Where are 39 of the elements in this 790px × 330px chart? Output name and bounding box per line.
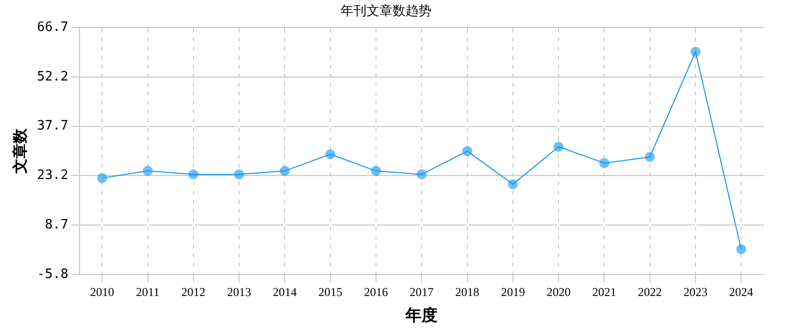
point (280, 166, 290, 176)
x-tick-label: 2012 (181, 284, 206, 299)
y-tick-label: -5.8 (36, 266, 68, 282)
point (97, 173, 108, 184)
x-tick-label: 2024 (729, 284, 754, 299)
x-tick-label: 2018 (455, 284, 480, 299)
point (234, 169, 244, 180)
x-tick-label: 2020 (546, 284, 571, 299)
x-tick-label: 2014 (272, 284, 297, 299)
point (508, 179, 518, 190)
point (462, 146, 472, 156)
point (554, 142, 564, 152)
y-tick-label: 37.7 (36, 118, 68, 134)
x-tick-label: 2016 (364, 284, 388, 299)
point (736, 244, 746, 254)
x-tick-label: 2022 (638, 284, 662, 299)
x-tick-label: 2017 (410, 284, 434, 299)
x-tick-label: 2021 (592, 284, 616, 299)
point (599, 158, 610, 168)
point (142, 166, 153, 176)
point (325, 149, 336, 160)
point (690, 46, 701, 57)
x-tick-label: 2023 (684, 284, 708, 299)
chart-title: 年刊文章数趋势 (340, 3, 432, 18)
x-tick-label: 2015 (318, 284, 342, 299)
point (644, 152, 655, 162)
point (416, 169, 427, 180)
x-tick-label: 2019 (500, 284, 525, 299)
y-axis-title: 文章数 (10, 128, 29, 174)
x-tick-label: 2011 (136, 284, 160, 299)
y-tick-label: 23.2 (36, 168, 68, 184)
y-tick-label: 8.7 (44, 217, 68, 232)
x-tick-label: 2010 (90, 284, 114, 299)
y-tick-label: 52.2 (36, 69, 68, 84)
point (371, 166, 382, 176)
x-tick-label: 2013 (227, 284, 252, 299)
x-axis-title: 年度 (404, 306, 438, 325)
y-tick-label: 66.7 (36, 20, 68, 35)
point (188, 169, 198, 180)
